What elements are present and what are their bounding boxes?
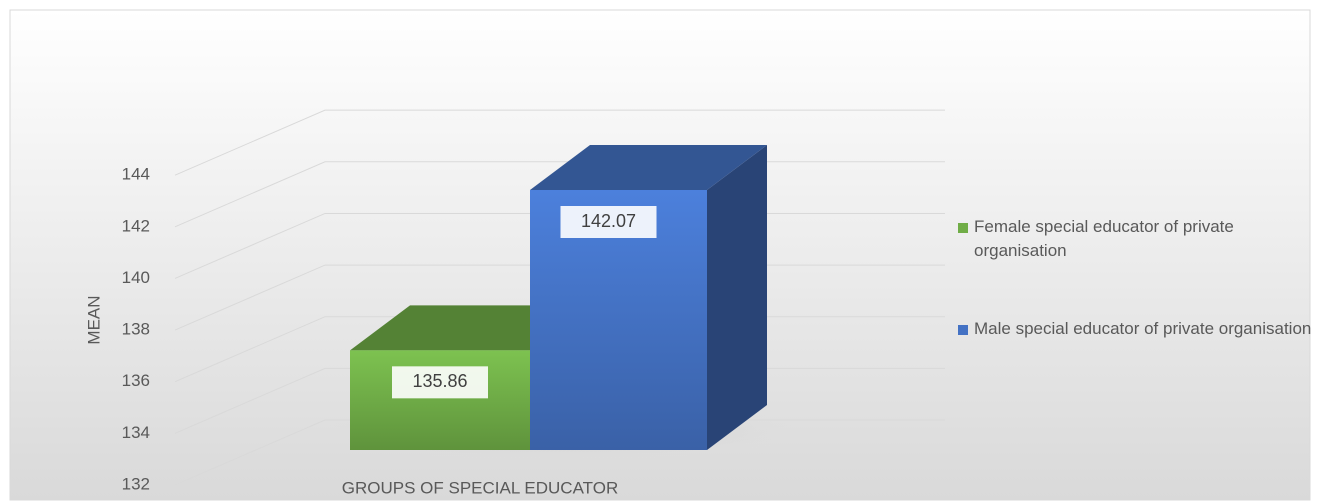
y-axis-label: MEAN bbox=[84, 295, 103, 344]
x-axis-label: GROUPS OF SPECIAL EDUCATOR bbox=[342, 478, 618, 497]
data-label-box bbox=[560, 206, 657, 238]
grid-line bbox=[174, 109, 945, 176]
y-tick-label: 134 bbox=[122, 423, 150, 442]
y-tick-label: 140 bbox=[122, 268, 150, 287]
legend-swatch bbox=[958, 325, 968, 335]
legend-item: Female special educator of private organ… bbox=[958, 215, 1318, 263]
data-label: 135.86 bbox=[412, 371, 467, 391]
bar bbox=[350, 350, 530, 450]
legend-swatch bbox=[958, 223, 968, 233]
y-tick-label: 142 bbox=[122, 216, 150, 235]
y-tick-label: 138 bbox=[122, 320, 150, 339]
legend-item: Male special educator of private organis… bbox=[958, 317, 1318, 341]
bar-side bbox=[707, 145, 767, 450]
y-tick-label: 136 bbox=[122, 371, 150, 390]
y-tick-label: 132 bbox=[122, 474, 150, 493]
legend-label: Female special educator of private organ… bbox=[974, 217, 1234, 260]
data-label-box bbox=[392, 366, 488, 399]
bar-top bbox=[530, 145, 767, 190]
data-label: 142.07 bbox=[581, 211, 636, 231]
y-tick-label: 144 bbox=[122, 165, 150, 184]
legend-label: Male special educator of private organis… bbox=[974, 319, 1312, 338]
